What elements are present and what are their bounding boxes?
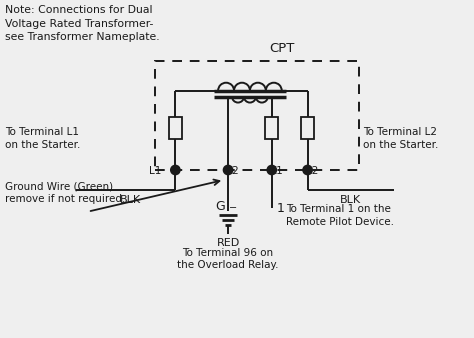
Bar xyxy=(169,117,182,139)
Text: L1: L1 xyxy=(149,166,162,176)
Text: G: G xyxy=(215,200,225,213)
Circle shape xyxy=(171,166,180,174)
Circle shape xyxy=(267,166,276,174)
Text: To Terminal 1 on the
Remote Pilot Device.: To Terminal 1 on the Remote Pilot Device… xyxy=(286,204,394,227)
Circle shape xyxy=(303,166,312,174)
Bar xyxy=(265,117,278,139)
Text: RED: RED xyxy=(217,238,240,248)
Text: Ground Wire (Green)
remove if not required.: Ground Wire (Green) remove if not requir… xyxy=(5,181,126,204)
Bar xyxy=(301,117,314,139)
Text: L2: L2 xyxy=(306,166,318,176)
Text: X2: X2 xyxy=(226,166,240,176)
Text: −: − xyxy=(229,203,237,213)
Text: BLK: BLK xyxy=(340,195,361,205)
Text: Note: Connections for Dual
Voltage Rated Transformer-
see Transformer Nameplate.: Note: Connections for Dual Voltage Rated… xyxy=(5,5,160,42)
Text: BLK: BLK xyxy=(120,195,141,205)
Text: 1: 1 xyxy=(277,202,285,215)
Text: To Terminal L2
on the Starter.: To Terminal L2 on the Starter. xyxy=(363,127,438,150)
Circle shape xyxy=(224,166,233,174)
Text: X1: X1 xyxy=(270,166,283,176)
Text: To Terminal L1
on the Starter.: To Terminal L1 on the Starter. xyxy=(5,127,81,150)
Text: To Terminal 96 on
the Overload Relay.: To Terminal 96 on the Overload Relay. xyxy=(177,248,279,270)
Text: CPT: CPT xyxy=(269,42,294,55)
